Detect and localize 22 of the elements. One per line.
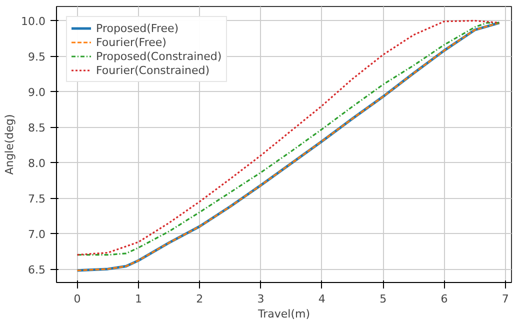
y-tick-label: 9.5 [28, 50, 46, 64]
x-tick-label: 2 [196, 292, 204, 306]
legend-label: Proposed(Constrained) [96, 49, 222, 63]
x-tick-label: 5 [380, 292, 387, 306]
y-axis-title: Angle(deg) [3, 114, 16, 175]
x-tick-label: 7 [502, 292, 509, 306]
y-tick-label: 8.5 [28, 122, 46, 135]
x-tick-label: 4 [318, 292, 326, 306]
x-tick-label: 3 [257, 292, 264, 306]
legend-label: Proposed(Free) [96, 21, 179, 35]
legend-label: Fourier(Free) [96, 35, 166, 49]
x-tick-label: 0 [74, 292, 81, 306]
y-tick-label: 10.0 [21, 15, 46, 28]
y-tick-label: 6.5 [28, 264, 46, 277]
y-tick-label: 9.0 [28, 86, 46, 100]
y-tick-label: 7.0 [28, 228, 46, 242]
x-axis-title: Travel(m) [257, 308, 310, 320]
y-tick-label: 7.5 [28, 192, 46, 206]
y-tick-label: 8.0 [28, 157, 46, 170]
x-tick-label: 6 [440, 292, 448, 306]
x-tick-label: 1 [134, 292, 142, 306]
legend-label: Fourier(Constrained) [96, 63, 210, 77]
